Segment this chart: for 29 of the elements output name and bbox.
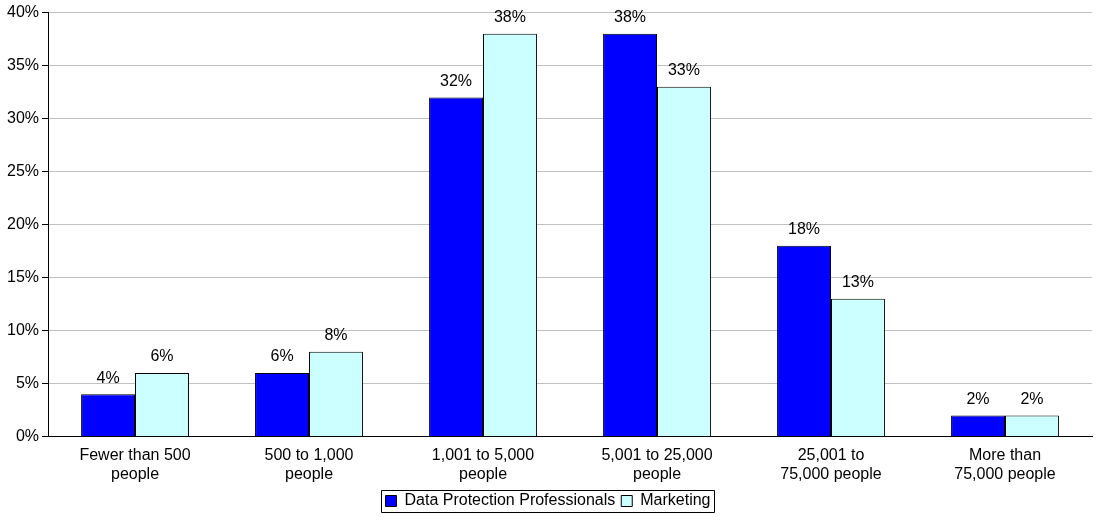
x-tick-label: 1,001 to 5,000 people	[431, 445, 535, 482]
y-tick-label: 40%	[6, 3, 40, 21]
text: 13%	[841, 273, 874, 291]
x-tick-label: More than 75,000 people	[954, 445, 1056, 482]
x-tick-label: 5,001 to 25,000 people	[601, 445, 713, 482]
y-tick-label: 0%	[15, 427, 40, 445]
legend-label: Data Protection Professionals	[404, 491, 616, 509]
text: 4%	[96, 368, 120, 386]
x-tick-label: 25,001 to 75,000 people	[780, 445, 882, 482]
text: 18%	[788, 220, 821, 238]
x-tick-label: Fewer than 500 people	[79, 445, 191, 482]
y-tick-label: 30%	[6, 109, 40, 127]
text: 38%	[614, 8, 647, 26]
x-tick-label: 500 to 1,000 people	[264, 445, 354, 482]
y-tick-label: 25%	[6, 162, 40, 180]
y-tick-label: 5%	[15, 374, 40, 392]
text: 2%	[1020, 389, 1044, 407]
text: 6%	[150, 347, 174, 365]
y-tick-label: 20%	[6, 215, 40, 233]
text: 33%	[667, 61, 700, 79]
y-tick-label: 35%	[6, 56, 40, 74]
text: 8%	[324, 326, 348, 344]
text: 32%	[440, 71, 473, 89]
text: 2%	[966, 389, 990, 407]
y-tick-label: 15%	[6, 268, 40, 286]
text: 6%	[270, 347, 294, 365]
y-tick-label: 10%	[6, 321, 40, 339]
legend-label: Marketing	[640, 491, 711, 509]
text: 38%	[493, 8, 526, 26]
